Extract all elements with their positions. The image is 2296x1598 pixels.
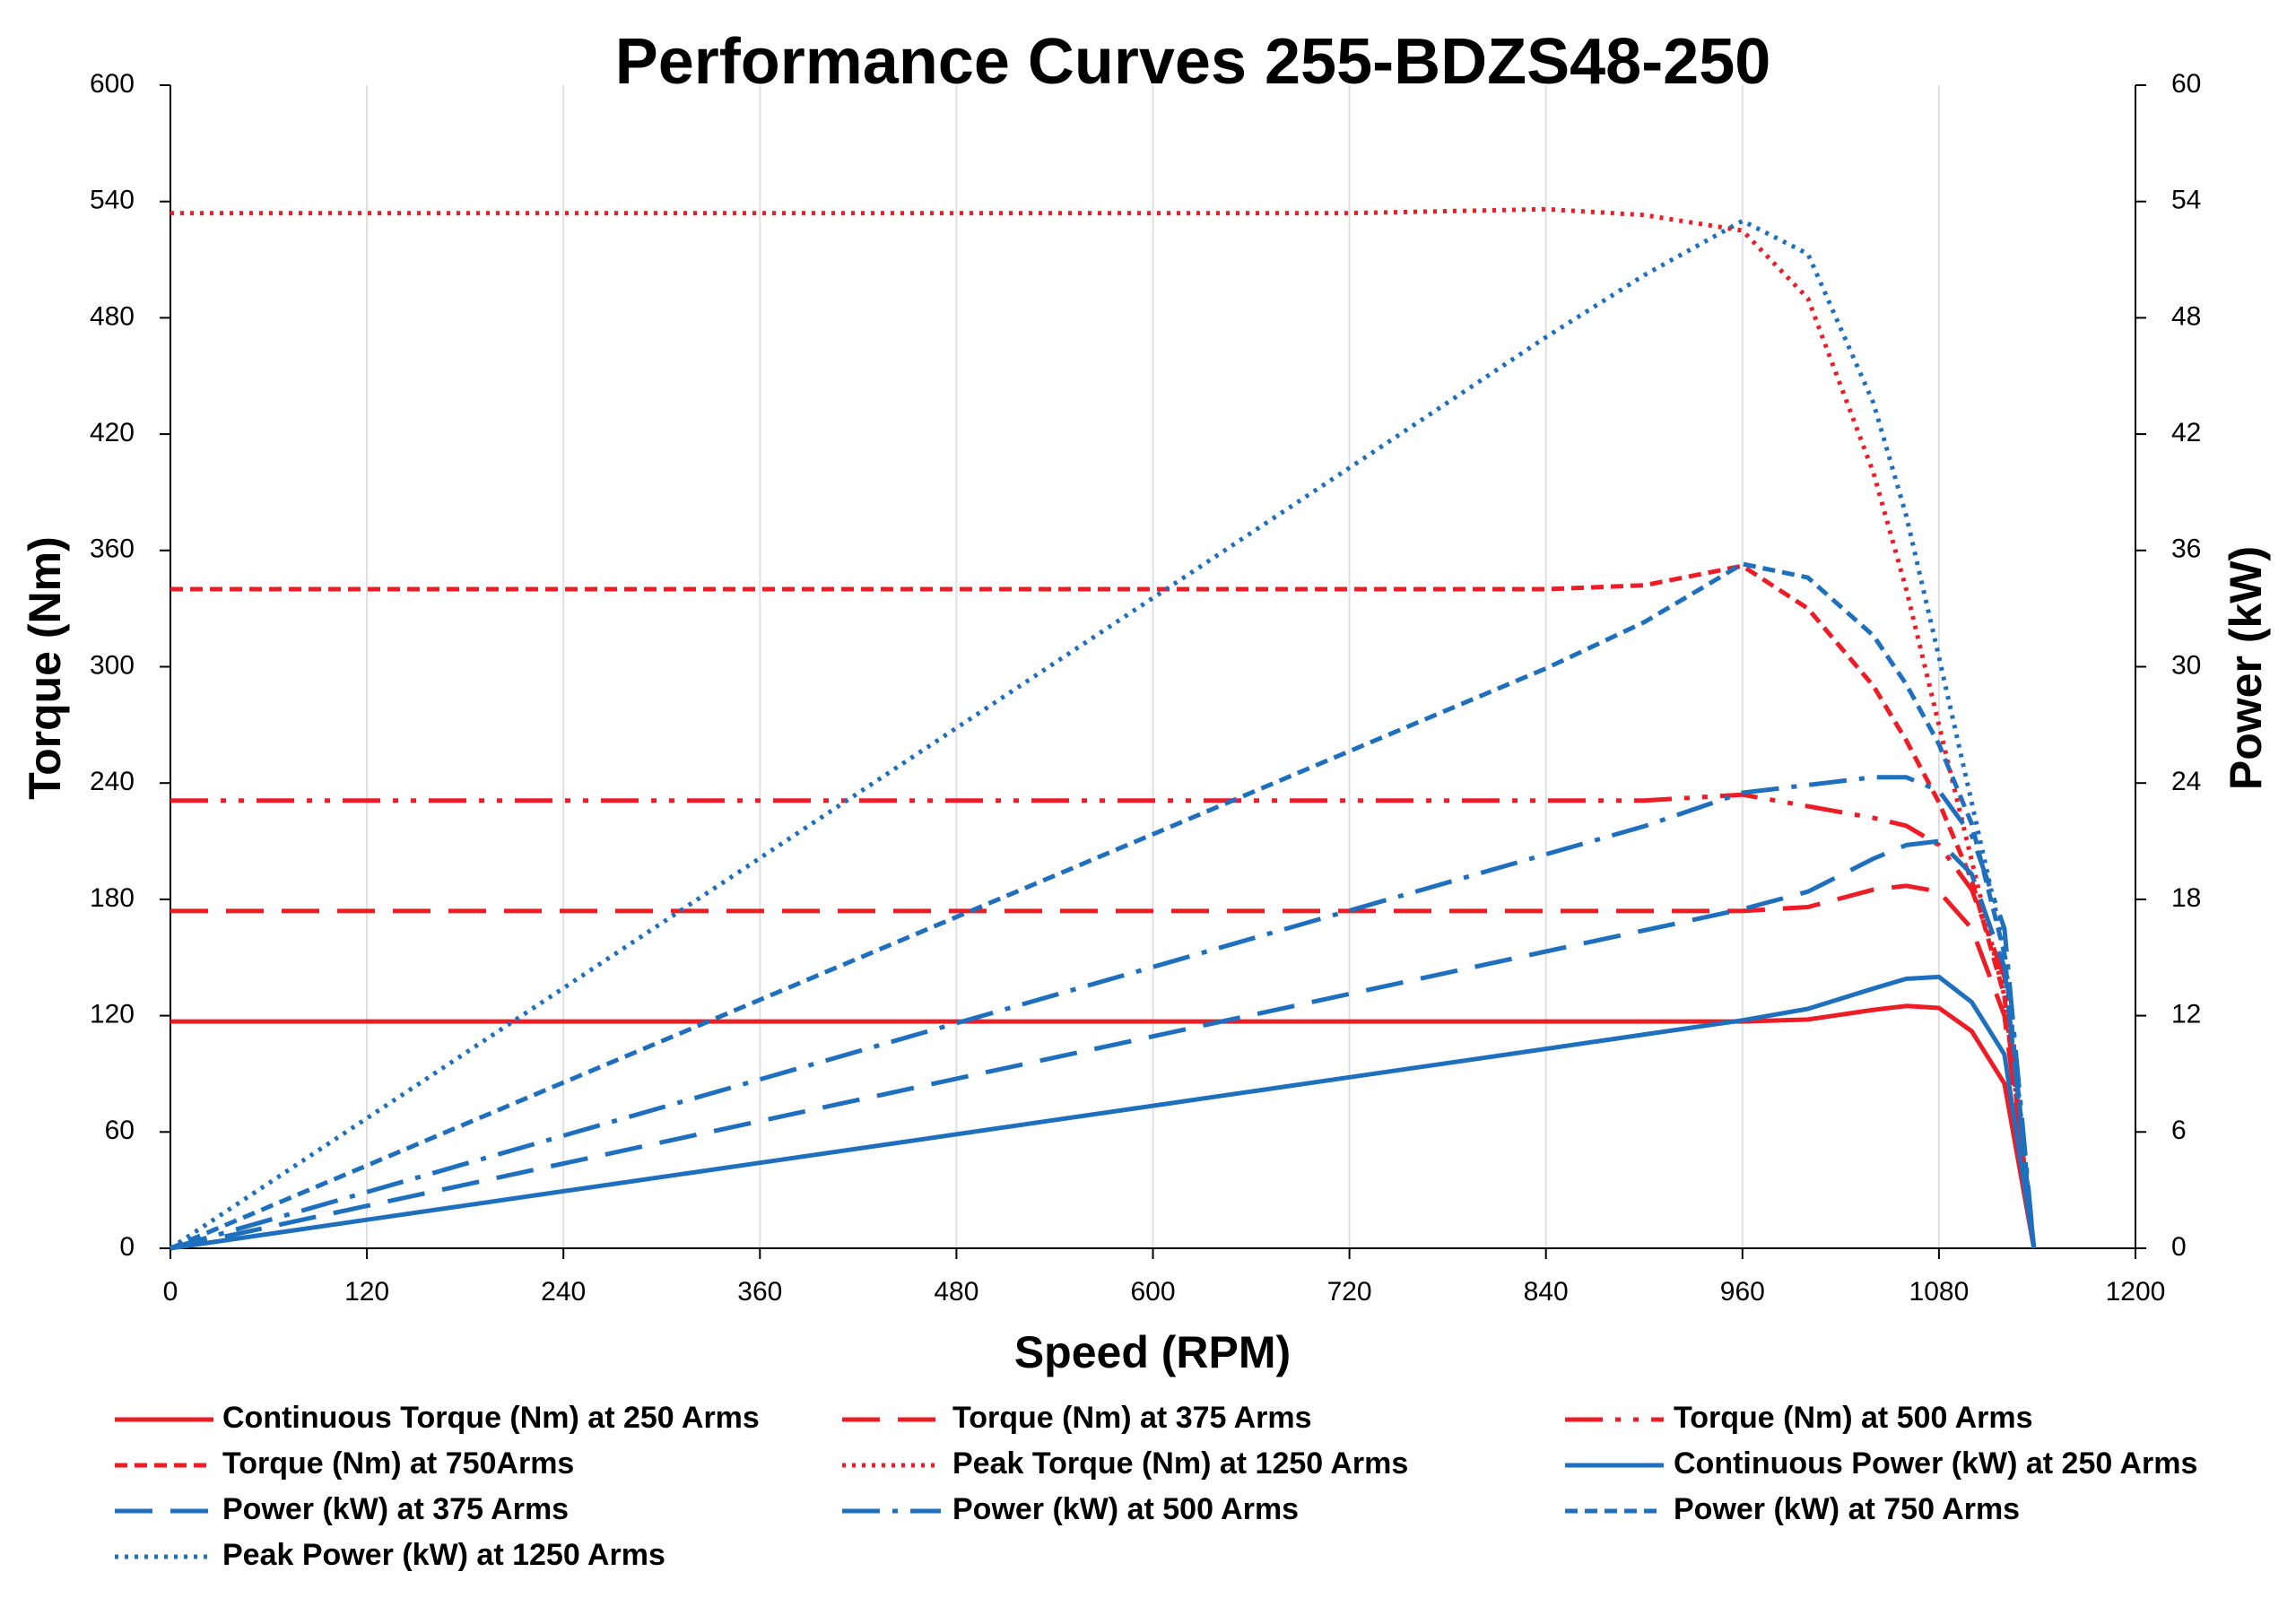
y2-tick-label: 12	[2171, 1000, 2201, 1029]
legend-label: Continuous Power (kW) at 250 Arms	[1674, 1446, 2197, 1481]
y2-tick-label: 24	[2171, 767, 2201, 796]
x-tick-label: 1200	[2106, 1277, 2166, 1307]
y-tick-label: 540	[90, 186, 135, 215]
legend-label: Torque (Nm) at 375 Arms	[952, 1401, 1312, 1435]
y-axis-title: Torque (Nm)	[20, 536, 70, 799]
x-tick-label: 960	[1720, 1277, 1765, 1307]
data-line	[170, 838, 2037, 1251]
y2-tick-label: 0	[2171, 1232, 2187, 1262]
y2-tick-label: 54	[2171, 186, 2201, 215]
data-line	[170, 974, 2037, 1251]
legend-label: Peak Torque (Nm) at 1250 Arms	[952, 1446, 1408, 1481]
y2-tick-label: 6	[2171, 1116, 2187, 1145]
legend-label: Power (kW) at 500 Arms	[952, 1492, 1299, 1526]
y-tick-label: 180	[90, 883, 135, 913]
data-line	[170, 563, 2037, 1249]
y-tick-label: 360	[90, 534, 135, 564]
data-line	[170, 792, 2037, 1249]
data-line	[170, 883, 2037, 1249]
x-tick-label: 360	[737, 1277, 782, 1307]
y-tick-label: 300	[90, 650, 135, 680]
y-tick-label: 240	[90, 767, 135, 796]
y2-tick-label: 42	[2171, 418, 2201, 447]
data-line	[170, 561, 2037, 1251]
x-tick-label: 600	[1130, 1277, 1175, 1307]
x-tick-label: 0	[163, 1277, 178, 1307]
legend-label: Torque (Nm) at 500 Arms	[1674, 1401, 2033, 1435]
legend-label: Torque (Nm) at 750Arms	[222, 1446, 574, 1481]
x-tick-label: 120	[344, 1277, 389, 1307]
legend-label: Continuous Torque (Nm) at 250 Arms	[222, 1401, 760, 1435]
x-tick-label: 240	[541, 1277, 586, 1307]
y2-tick-label: 18	[2171, 883, 2201, 913]
x-tick-label: 840	[1524, 1277, 1569, 1307]
y2-tick-label: 30	[2171, 650, 2201, 680]
y2-axis-title: Power (kW)	[2221, 546, 2271, 790]
y-tick-label: 420	[90, 418, 135, 447]
y-tick-label: 600	[90, 69, 135, 99]
legend-label: Peak Power (kW) at 1250 Arms	[222, 1538, 665, 1572]
y-tick-label: 480	[90, 301, 135, 331]
x-tick-label: 1080	[1909, 1277, 1970, 1307]
chart-title: Performance Curves 255-BDZS48-250	[615, 26, 1771, 98]
legend-label: Power (kW) at 375 Arms	[222, 1492, 569, 1526]
x-tick-label: 720	[1327, 1277, 1372, 1307]
x-axis-title: Speed (RPM)	[1014, 1327, 1291, 1377]
y2-tick-label: 60	[2171, 69, 2201, 99]
data-line	[170, 1003, 2037, 1249]
y-tick-label: 0	[119, 1232, 135, 1262]
data-line	[169, 218, 2037, 1251]
y2-tick-label: 48	[2171, 301, 2201, 331]
y-tick-label: 120	[90, 1000, 135, 1029]
data-line	[170, 206, 2037, 1249]
y-tick-label: 60	[105, 1116, 135, 1145]
x-tick-label: 480	[934, 1277, 978, 1307]
y2-tick-label: 36	[2171, 534, 2201, 564]
data-line	[170, 775, 2037, 1251]
legend-label: Power (kW) at 750 Arms	[1674, 1492, 2020, 1526]
